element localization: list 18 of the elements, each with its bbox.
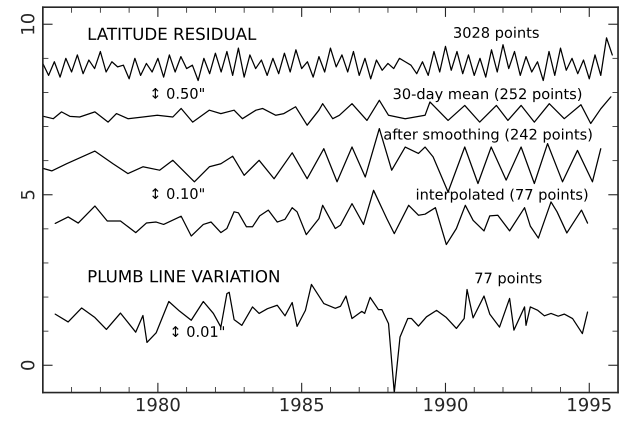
annotation: ↕ 0.10" — [152, 188, 204, 200]
annotation: ↕ 0.01" — [172, 326, 224, 338]
annotation: 3028 points — [454, 26, 539, 41]
y-tick-label: 0 — [20, 360, 34, 370]
x-tick-label: 1995 — [568, 398, 611, 412]
y-tick-label: 10 — [20, 14, 34, 34]
annotation: ↕ 0.50" — [152, 88, 204, 99]
annotation: LATITUDE RESIDUAL — [88, 28, 256, 40]
line-series — [54, 190, 588, 246]
y-tick-label: 5 — [21, 190, 34, 200]
annotation: PLUMB LINE VARIATION — [88, 270, 279, 283]
annotation: interpolated (77 points) — [416, 188, 588, 203]
annotation: 77 points — [475, 272, 542, 286]
x-tick-label: 1990 — [424, 398, 468, 412]
x-tick-label: 1980 — [136, 398, 180, 412]
annotation: after smoothing (242 points) — [384, 128, 592, 143]
annotation: 30-day mean (252 points) — [394, 88, 582, 102]
x-tick-label: 1985 — [280, 398, 324, 412]
